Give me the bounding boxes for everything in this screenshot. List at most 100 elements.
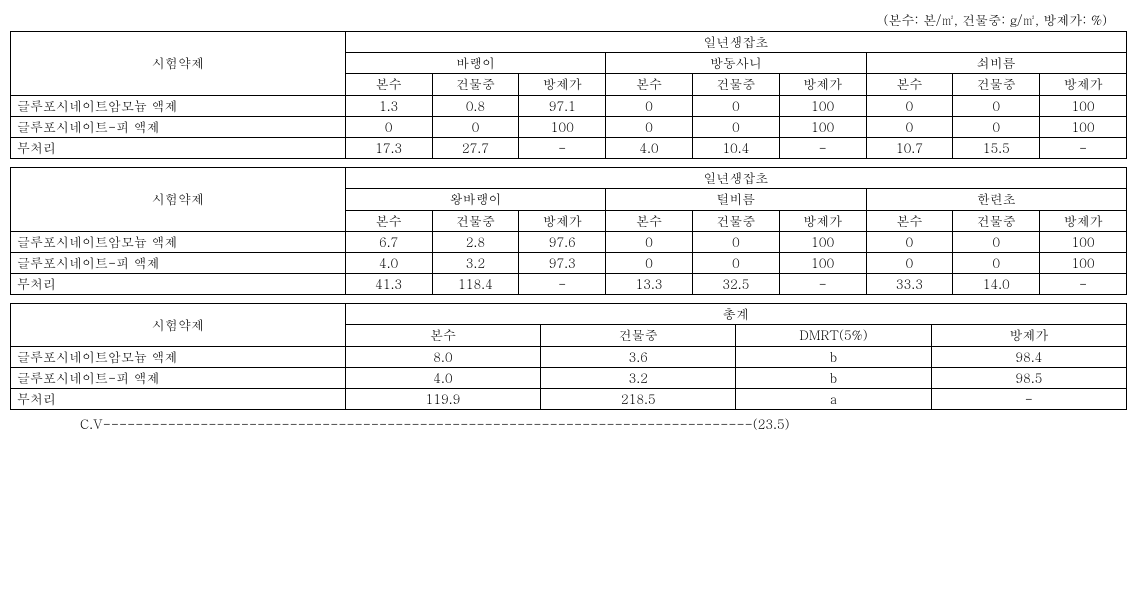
cell: 100 bbox=[1040, 252, 1127, 273]
subcol: 건물중 bbox=[692, 210, 779, 231]
treatment-label: 무처리 bbox=[11, 389, 346, 410]
table-row: 글루포시네이트-피 액제 4.0 3.2 b 98.5 bbox=[11, 367, 1127, 388]
cell: 0 bbox=[866, 252, 953, 273]
cell: 100 bbox=[779, 116, 866, 137]
table-row: 글루포시네이트암모늄 액제 8.0 3.6 b 98.4 bbox=[11, 346, 1127, 367]
cell: 10.4 bbox=[692, 137, 779, 158]
subcol: 방제가 bbox=[931, 325, 1126, 346]
table-row: 글루포시네이트-피 액제 4.0 3.2 97.3 0 0 100 0 0 10… bbox=[11, 252, 1127, 273]
cell: 100 bbox=[1040, 95, 1127, 116]
cell: 10.7 bbox=[866, 137, 953, 158]
cell: 4.0 bbox=[606, 137, 693, 158]
weed-name: 한련초 bbox=[866, 189, 1126, 210]
subcol: 본수 bbox=[345, 210, 432, 231]
cell: 3.2 bbox=[432, 252, 519, 273]
group-header: 총계 bbox=[345, 304, 1126, 325]
treatment-label: 글루포시네이트-피 액제 bbox=[11, 367, 346, 388]
cell: 6.7 bbox=[345, 231, 432, 252]
weed-name: 털비름 bbox=[606, 189, 866, 210]
cell: - bbox=[931, 389, 1126, 410]
treatment-label: 글루포시네이트-피 액제 bbox=[11, 116, 346, 137]
cell: - bbox=[779, 137, 866, 158]
weed-table-1: 시험약제 일년생잡초 바랭이 방동사니 쇠비름 본수 건물중 방제가 본수 건물… bbox=[10, 31, 1127, 159]
cv-dashes: ----------------------------------------… bbox=[103, 414, 753, 433]
table-row: 글루포시네이트암모늄 액제 1.3 0.8 97.1 0 0 100 0 0 1… bbox=[11, 95, 1127, 116]
cell: 8.0 bbox=[345, 346, 540, 367]
table-row: 무처리 41.3 118.4 - 13.3 32.5 - 33.3 14.0 - bbox=[11, 274, 1127, 295]
units-caption: (본수: 본/㎡, 건물중: g/㎡, 방제가: %) bbox=[10, 10, 1127, 29]
subcol: 방제가 bbox=[519, 74, 606, 95]
subcol: 건물중 bbox=[432, 74, 519, 95]
cell: 0 bbox=[692, 95, 779, 116]
subcol: 건물중 bbox=[953, 74, 1040, 95]
cell: 14.0 bbox=[953, 274, 1040, 295]
cell: 0 bbox=[866, 231, 953, 252]
weed-name: 왕바랭이 bbox=[345, 189, 605, 210]
cell: - bbox=[1040, 274, 1127, 295]
weed-name: 방동사니 bbox=[606, 53, 866, 74]
cell: 100 bbox=[779, 252, 866, 273]
cell: 0 bbox=[606, 252, 693, 273]
cell: 4.0 bbox=[345, 252, 432, 273]
subcol: 방제가 bbox=[519, 210, 606, 231]
cell: 0 bbox=[953, 231, 1040, 252]
cell: 27.7 bbox=[432, 137, 519, 158]
cell: 0 bbox=[953, 116, 1040, 137]
subcol: 본수 bbox=[345, 74, 432, 95]
cell: 97.6 bbox=[519, 231, 606, 252]
treatment-label: 글루포시네이트-피 액제 bbox=[11, 252, 346, 273]
subcol: 건물중 bbox=[432, 210, 519, 231]
cell: 0 bbox=[606, 95, 693, 116]
cell: 0 bbox=[432, 116, 519, 137]
cell: - bbox=[519, 137, 606, 158]
cell: 0 bbox=[692, 231, 779, 252]
subcol: 건물중 bbox=[953, 210, 1040, 231]
subcol: 본수 bbox=[345, 325, 540, 346]
subcol: DMRT(5%) bbox=[736, 325, 931, 346]
cell: 0 bbox=[953, 95, 1040, 116]
group-header: 일년생잡초 bbox=[345, 32, 1126, 53]
row-header-label: 시험약제 bbox=[11, 304, 346, 346]
cell: a bbox=[736, 389, 931, 410]
cell: 100 bbox=[1040, 231, 1127, 252]
treatment-label: 무처리 bbox=[11, 274, 346, 295]
cell: 1.3 bbox=[345, 95, 432, 116]
table-row: 무처리 119.9 218.5 a - bbox=[11, 389, 1127, 410]
cell: 100 bbox=[779, 231, 866, 252]
cell: 17.3 bbox=[345, 137, 432, 158]
cell: 15.5 bbox=[953, 137, 1040, 158]
table-row: 무처리 17.3 27.7 - 4.0 10.4 - 10.7 15.5 - bbox=[11, 137, 1127, 158]
cell: - bbox=[1040, 137, 1127, 158]
subcol: 방제가 bbox=[1040, 210, 1127, 231]
cell: 0 bbox=[866, 95, 953, 116]
treatment-label: 글루포시네이트암모늄 액제 bbox=[11, 95, 346, 116]
cv-label: C.V bbox=[80, 414, 103, 433]
cell: 97.1 bbox=[519, 95, 606, 116]
cell: 13.3 bbox=[606, 274, 693, 295]
treatment-label: 글루포시네이트암모늄 액제 bbox=[11, 231, 346, 252]
cell: 0.8 bbox=[432, 95, 519, 116]
cell: 0 bbox=[692, 252, 779, 273]
cell: - bbox=[779, 274, 866, 295]
table-row: 글루포시네이트암모늄 액제 6.7 2.8 97.6 0 0 100 0 0 1… bbox=[11, 231, 1127, 252]
cell: 3.2 bbox=[541, 367, 736, 388]
cell: 119.9 bbox=[345, 389, 540, 410]
treatment-label: 무처리 bbox=[11, 137, 346, 158]
subcol: 방제가 bbox=[779, 74, 866, 95]
subcol: 건물중 bbox=[692, 74, 779, 95]
cell: 98.4 bbox=[931, 346, 1126, 367]
cell: 0 bbox=[606, 231, 693, 252]
cv-value: (23.5) bbox=[753, 414, 790, 433]
cell: 218.5 bbox=[541, 389, 736, 410]
subcol: 본수 bbox=[866, 210, 953, 231]
subcol: 본수 bbox=[606, 210, 693, 231]
weed-name: 쇠비름 bbox=[866, 53, 1126, 74]
table-row: 글루포시네이트-피 액제 0 0 100 0 0 100 0 0 100 bbox=[11, 116, 1127, 137]
cell: 0 bbox=[345, 116, 432, 137]
subcol: 본수 bbox=[866, 74, 953, 95]
cell: 32.5 bbox=[692, 274, 779, 295]
cell: 98.5 bbox=[931, 367, 1126, 388]
cell: b bbox=[736, 346, 931, 367]
subcol: 본수 bbox=[606, 74, 693, 95]
cell: 100 bbox=[779, 95, 866, 116]
